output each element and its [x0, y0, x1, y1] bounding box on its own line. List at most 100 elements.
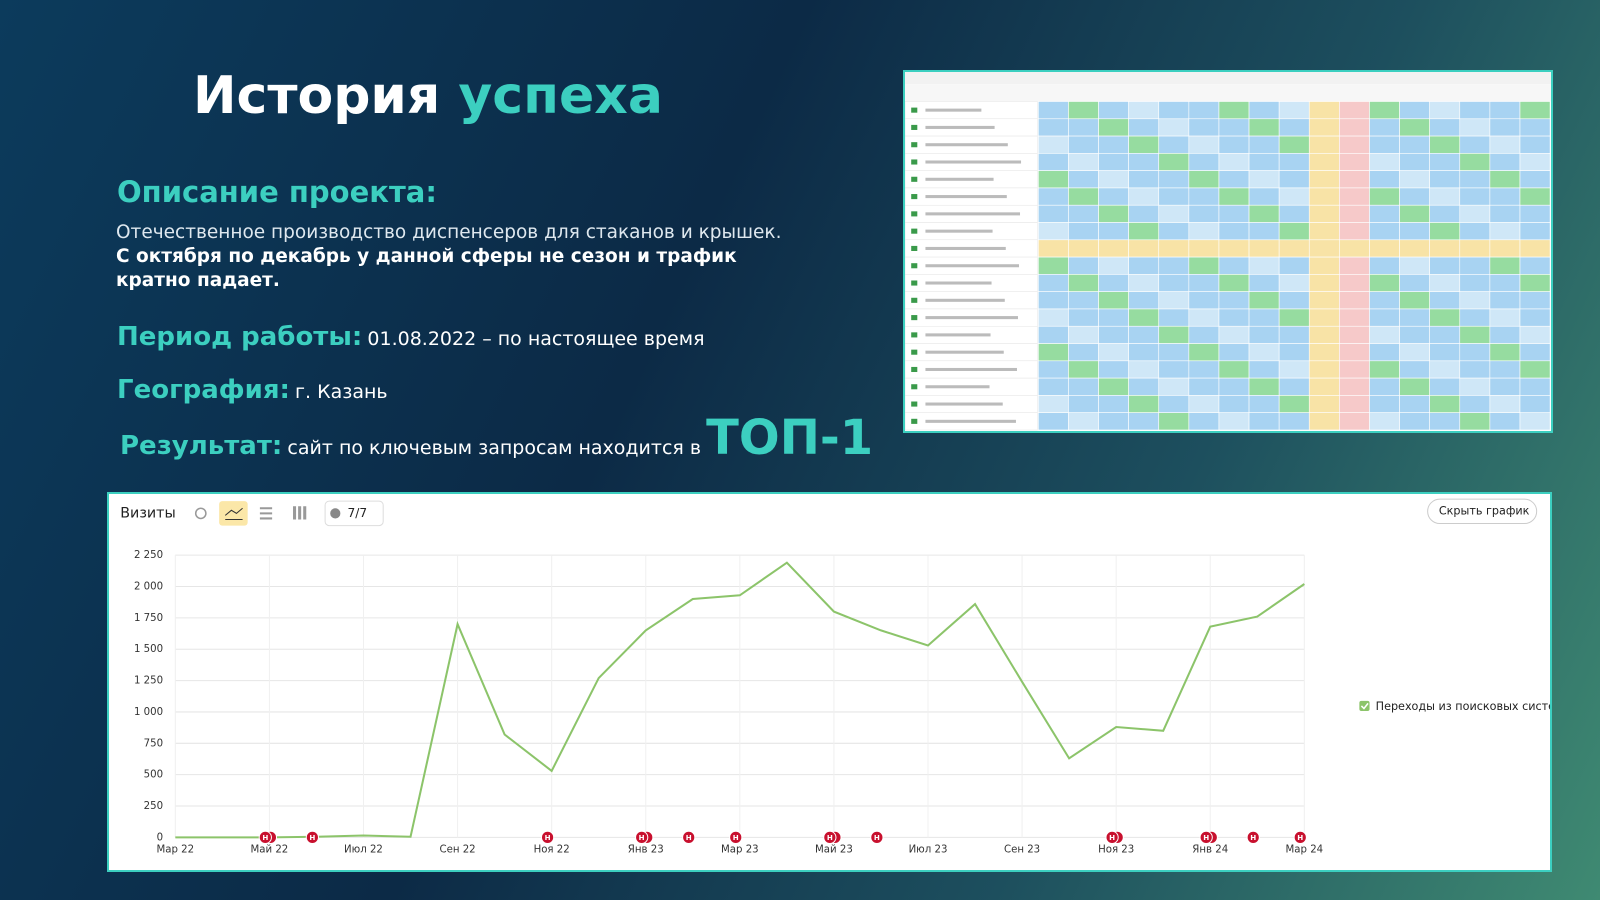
x-tick-label: Янв 23	[628, 845, 664, 856]
cell	[1038, 101, 1069, 120]
cell	[1158, 170, 1190, 189]
cell	[1308, 153, 1340, 171]
cell	[1369, 135, 1400, 154]
annotation-label: Н	[1250, 833, 1256, 842]
cell	[1369, 187, 1400, 206]
cell	[1459, 135, 1491, 154]
x-tick-label: Май 23	[815, 845, 853, 856]
text: С октября по декабрь у данной сферы не с…	[116, 246, 737, 291]
cell	[1369, 118, 1400, 137]
check	[911, 228, 918, 234]
counter-button[interactable]	[324, 500, 384, 527]
cell	[1158, 118, 1190, 137]
cell	[1218, 204, 1250, 223]
cell	[1489, 395, 1521, 413]
cell	[1248, 118, 1280, 137]
cell	[1308, 274, 1340, 292]
hide-button[interactable]	[1427, 498, 1538, 525]
x-tick-label: Сен 22	[439, 845, 475, 856]
cell	[1519, 135, 1551, 154]
icon[interactable]	[259, 507, 273, 520]
cell	[1308, 204, 1340, 223]
cell	[1068, 308, 1099, 327]
cell	[1369, 170, 1400, 189]
cell	[1429, 377, 1461, 396]
cell	[1429, 118, 1461, 137]
cell	[1399, 377, 1430, 396]
cell	[1098, 395, 1129, 413]
annotation-label: Н	[262, 833, 268, 842]
label-stub	[925, 246, 1006, 250]
icon[interactable]	[293, 506, 307, 520]
cell	[1128, 135, 1160, 154]
cell	[1218, 153, 1250, 171]
cell	[1308, 360, 1340, 379]
cell	[1339, 256, 1370, 275]
annotation-marker	[682, 830, 696, 845]
cell	[1038, 187, 1069, 206]
legend-swatch	[1359, 700, 1370, 712]
cell	[1098, 325, 1129, 344]
label-stub	[925, 385, 990, 389]
icon[interactable]	[194, 507, 207, 520]
cell	[1038, 239, 1069, 258]
cell	[1369, 153, 1400, 171]
cell	[1068, 101, 1099, 120]
y-tick-label: 1 500	[134, 644, 163, 655]
cell	[1218, 256, 1250, 275]
check	[911, 315, 918, 321]
cell	[1308, 239, 1340, 258]
icon	[330, 508, 341, 519]
heading: Описание проекта:	[117, 175, 437, 209]
cell	[1429, 170, 1461, 189]
cell	[1128, 343, 1160, 362]
icon[interactable]	[219, 501, 248, 526]
cell	[1339, 170, 1370, 189]
counter: 7/7	[348, 506, 368, 520]
annotation-marker	[1246, 830, 1260, 845]
cell	[1128, 101, 1160, 120]
cell	[1158, 291, 1190, 310]
cell	[1278, 274, 1310, 292]
annotation-label: Н	[874, 833, 880, 842]
cell	[1399, 395, 1430, 413]
cell	[1459, 118, 1491, 137]
cell	[1308, 135, 1340, 154]
check	[911, 366, 918, 373]
cell	[1429, 343, 1461, 362]
cell	[1278, 170, 1310, 189]
cell	[1489, 291, 1521, 310]
cell	[1188, 360, 1220, 379]
cell	[1158, 412, 1190, 431]
cell	[1128, 291, 1160, 310]
cell	[1519, 239, 1551, 258]
cell	[1339, 377, 1370, 396]
cell	[1339, 412, 1370, 431]
cell	[1369, 256, 1400, 275]
cell	[1188, 101, 1220, 120]
cell	[1158, 274, 1190, 292]
cell	[1128, 256, 1160, 275]
annotation-label: Н	[309, 833, 315, 842]
cell	[1308, 395, 1340, 413]
chart-panel: Визиты 7/7 Скрыть график 0 250 500 750 1 000…	[107, 492, 1564, 872]
check	[911, 384, 918, 390]
cell	[1158, 222, 1190, 241]
cell	[1248, 256, 1280, 275]
cell	[1429, 239, 1461, 258]
cell	[1218, 135, 1250, 154]
cell	[1399, 153, 1430, 171]
cell	[1429, 274, 1461, 292]
cell	[1369, 222, 1400, 241]
cell	[1278, 135, 1310, 154]
cell	[1308, 412, 1340, 431]
cell	[1489, 412, 1521, 431]
cell	[1098, 101, 1129, 120]
cell	[1459, 377, 1491, 396]
cell	[1218, 274, 1250, 292]
cell	[1038, 170, 1069, 189]
cell	[1128, 325, 1160, 344]
cell	[1068, 274, 1099, 292]
cell	[1339, 135, 1370, 154]
cell	[1489, 325, 1521, 344]
